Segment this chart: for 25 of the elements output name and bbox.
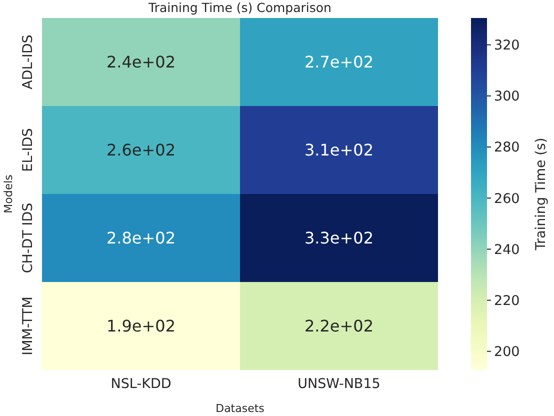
x-tick-label: NSL-KDD [110,376,172,392]
y-tick-label: EL-IDS [20,128,36,172]
y-tick-label: CH-DT IDS [20,202,36,274]
data-label: 3.1e+02 [304,140,374,160]
x-tick-label: UNSW-NB15 [298,376,380,392]
data-label: 2.4e+02 [106,52,176,72]
data-label: 2.2e+02 [304,316,374,336]
color-bar-label: 320 [494,38,520,54]
data-label: 2.7e+02 [304,52,374,72]
y-axis-title: Models [2,174,15,214]
color-bar-label: 260 [494,190,520,207]
chart-title: Training Time (s) Comparison [148,0,332,15]
color-bar-title: Training Time (s) [533,138,549,252]
data-label: 1.9e+02 [106,316,176,336]
color-bar-label: 240 [494,242,520,258]
x-axis-title: Datasets [216,402,265,415]
color-bar-label: 280 [494,140,520,156]
color-bar-label: 200 [494,344,520,360]
y-tick-label: IMM-TTM [20,296,36,356]
color-bar-label: 220 [494,292,520,309]
data-label: 3.3e+02 [304,228,374,248]
data-label: 2.8e+02 [106,228,176,248]
color-bar-label: 300 [494,88,520,105]
y-tick-label: ADL-IDS [20,34,36,90]
data-label: 2.6e+02 [106,140,176,160]
